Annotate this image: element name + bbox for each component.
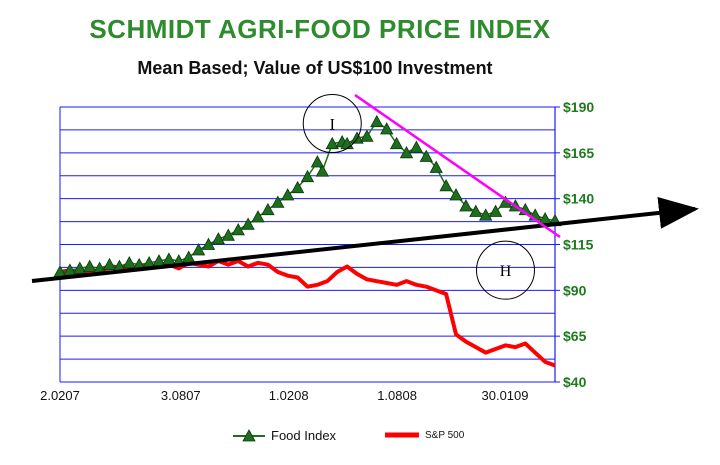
y-tick-label: $115 (563, 237, 594, 253)
food-index-point (271, 195, 285, 208)
y-axis-ticks: $40 $65 $90 $115 $140 $165 $190 (555, 99, 594, 390)
annotation-layer: IH (302, 94, 535, 300)
x-axis-ticks: 2.0207 3.0807 1.0208 1.0808 30.0109 (40, 388, 528, 403)
x-tick-label: 1.0808 (377, 388, 417, 403)
x-tick-label: 3.0807 (161, 388, 201, 403)
chart-title: SCHMIDT AGRI-FOOD PRICE INDEX (89, 14, 551, 44)
y-tick-label: $140 (563, 191, 594, 207)
food-index-point (325, 136, 339, 150)
x-tick-label: 1.0208 (269, 388, 309, 403)
food-index-point (122, 255, 136, 269)
food-index-point (191, 243, 206, 256)
food-index-point (310, 155, 325, 168)
food-index-point (380, 122, 394, 135)
support-trend-arrow (31, 196, 699, 283)
food-index-point (182, 250, 196, 263)
food-index-point (449, 188, 463, 201)
annotation-label: H (500, 263, 512, 280)
x-tick-label: 2.0207 (40, 388, 80, 403)
food-index-point (73, 261, 87, 274)
food-index-point (221, 228, 235, 241)
food-index-point (211, 232, 226, 245)
grid-layer (60, 106, 555, 383)
food-index-point (350, 131, 364, 144)
annotation-label: I (330, 117, 335, 134)
food-index-point (281, 188, 295, 201)
annotation-circle (476, 240, 535, 300)
food-index-point (315, 164, 330, 177)
y-tick-label: $165 (563, 145, 594, 161)
food-index-point (459, 199, 473, 212)
legend-item-sp500: S&P 500 (385, 428, 464, 442)
legend-item-food-index: Food Index (233, 428, 336, 443)
legend-label-sp500: S&P 500 (425, 429, 465, 441)
legend-marker-sp500 (385, 432, 419, 438)
chart-subtitle: Mean Based; Value of US$100 Investment (137, 58, 493, 78)
y-tick-label: $40 (563, 374, 587, 390)
food-index-point (389, 136, 404, 150)
food-index-point (201, 237, 216, 250)
food-index-point (538, 211, 552, 225)
resistance-trendline (354, 93, 561, 239)
food-index-point (429, 160, 443, 173)
food-index-point (300, 169, 315, 183)
food-index-point (360, 129, 374, 142)
food-index-point (399, 145, 414, 159)
food-index-point (488, 204, 503, 217)
legend: Food Index S&P 500 (0, 428, 720, 448)
food-index-point (479, 208, 493, 221)
food-index-point (231, 222, 245, 236)
legend-label-food-index: Food Index (271, 428, 337, 443)
food-index-point (162, 252, 176, 265)
y-tick-label: $65 (563, 328, 587, 344)
annotation-circle (302, 94, 362, 153)
food-index-point (469, 204, 483, 217)
food-index-point (102, 257, 117, 271)
food-index-point (241, 217, 255, 230)
series-layer (53, 114, 562, 368)
food-index-point (439, 178, 453, 192)
food-index-point (370, 114, 384, 128)
y-tick-label: $90 (563, 282, 587, 298)
food-index-point (251, 210, 265, 223)
legend-marker-food-index (233, 428, 265, 441)
food-index-point (419, 149, 433, 162)
food-index-point (261, 202, 275, 216)
x-tick-label: 30.0109 (482, 388, 529, 403)
food-index-point (83, 259, 97, 272)
food-index-point (290, 180, 305, 194)
y-tick-label: $190 (563, 99, 594, 115)
food-index-point (409, 140, 424, 153)
